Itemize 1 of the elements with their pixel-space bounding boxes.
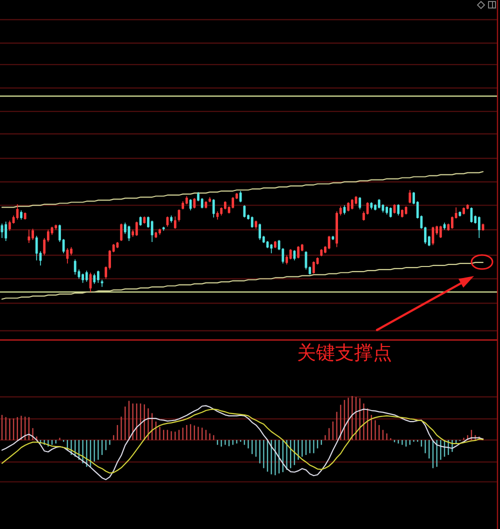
text: 关键支撑点 <box>297 342 392 364</box>
